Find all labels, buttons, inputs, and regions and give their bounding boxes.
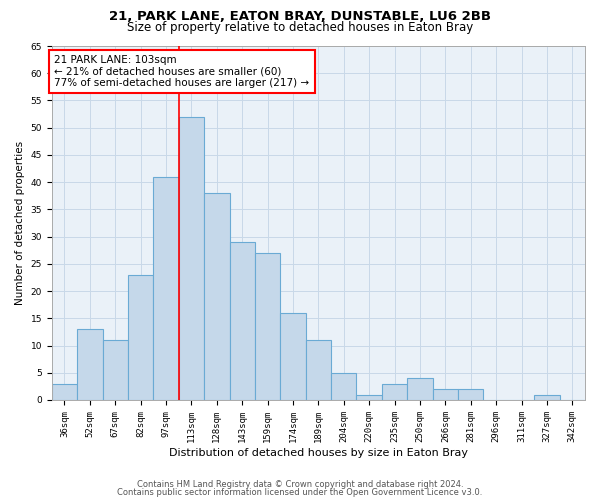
X-axis label: Distribution of detached houses by size in Eaton Bray: Distribution of detached houses by size … <box>169 448 468 458</box>
Bar <box>331 372 356 400</box>
Bar <box>407 378 433 400</box>
Bar <box>356 394 382 400</box>
Bar <box>204 193 230 400</box>
Y-axis label: Number of detached properties: Number of detached properties <box>15 141 25 305</box>
Bar <box>230 242 255 400</box>
Text: 21 PARK LANE: 103sqm
← 21% of detached houses are smaller (60)
77% of semi-detac: 21 PARK LANE: 103sqm ← 21% of detached h… <box>55 55 310 88</box>
Text: Contains public sector information licensed under the Open Government Licence v3: Contains public sector information licen… <box>118 488 482 497</box>
Bar <box>154 176 179 400</box>
Bar <box>280 313 305 400</box>
Bar <box>305 340 331 400</box>
Text: Size of property relative to detached houses in Eaton Bray: Size of property relative to detached ho… <box>127 21 473 34</box>
Bar <box>382 384 407 400</box>
Bar <box>77 329 103 400</box>
Bar <box>458 389 484 400</box>
Bar <box>52 384 77 400</box>
Bar <box>103 340 128 400</box>
Bar <box>128 274 154 400</box>
Bar <box>433 389 458 400</box>
Bar <box>255 253 280 400</box>
Text: Contains HM Land Registry data © Crown copyright and database right 2024.: Contains HM Land Registry data © Crown c… <box>137 480 463 489</box>
Text: 21, PARK LANE, EATON BRAY, DUNSTABLE, LU6 2BB: 21, PARK LANE, EATON BRAY, DUNSTABLE, LU… <box>109 10 491 23</box>
Bar <box>534 394 560 400</box>
Bar <box>179 117 204 400</box>
